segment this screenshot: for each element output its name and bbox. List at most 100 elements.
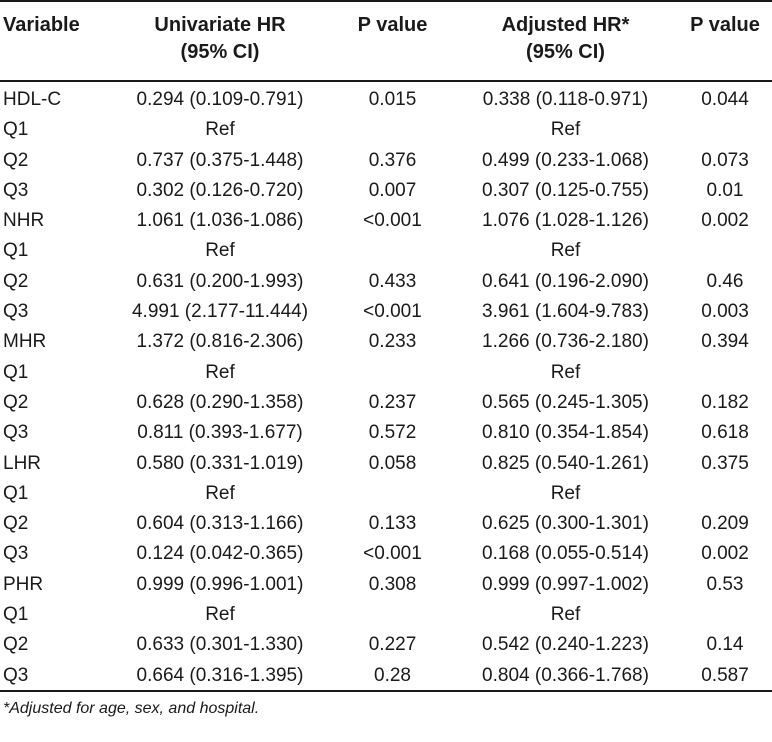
table-row: Q3 0.664 (0.316-1.395) 0.28 0.804 (0.366-1.…: [0, 661, 772, 691]
cell-p-value-univariate: 0.237: [368, 391, 417, 413]
table-row: MHR 1.372 (0.816-2.306) 0.233 1.266 (0.736-…: [0, 327, 772, 357]
table-row: LHR 0.580 (0.331-1.019) 0.058 0.825 (0.540-…: [0, 449, 772, 479]
cell-variable: HDL-C: [3, 89, 62, 110]
cell-univariate-hr: 0.302 (0.126-0.720): [136, 179, 304, 201]
cell-variable: MHR: [3, 331, 47, 353]
cell-p-value-univariate: 0.572: [368, 422, 417, 444]
cell-variable: Q1: [3, 482, 29, 504]
cell-adjusted-hr: Ref: [550, 604, 581, 626]
cell-univariate-hr: 0.737 (0.375-1.448): [136, 149, 304, 171]
table-row: HDL-C 0.294 (0.109-0.791) 0.015 0.338 (0.11…: [0, 85, 772, 115]
table-footnote: *Adjusted for age, sex, and hospital.: [3, 700, 260, 717]
cell-variable: Q2: [3, 149, 29, 171]
cell-variable: Q3: [3, 543, 29, 565]
cell-p-value-adjusted: 0.53: [706, 573, 744, 595]
cell-variable: PHR: [3, 573, 44, 595]
table-body: HDL-C 0.294 (0.109-0.791) 0.015 0.338 (0.11…: [0, 85, 772, 691]
cell-adjusted-hr: 0.168 (0.055-0.514): [482, 543, 649, 565]
header-bottom-rule: [0, 80, 772, 82]
cell-p-value-univariate: 0.28: [374, 664, 411, 686]
cell-adjusted-hr: 0.565 (0.245-1.305): [482, 391, 649, 413]
cell-variable: Q1: [3, 361, 29, 383]
cell-p-value-univariate: <0.001: [363, 543, 422, 565]
table-row: Q2 0.628 (0.290-1.358) 0.237 0.565 (0.245-1…: [0, 388, 772, 418]
cell-p-value-univariate: 0.308: [368, 573, 417, 595]
table-header: Variable Univariate HR (95% CI) P value …: [0, 12, 772, 74]
cell-univariate-hr: 0.628 (0.290-1.358): [136, 391, 304, 413]
table-row: Q3 0.302 (0.126-0.720) 0.007 0.307 (0.125-0…: [0, 176, 772, 206]
cell-adjusted-hr: 0.810 (0.354-1.854): [482, 422, 649, 444]
cell-variable: Q1: [3, 240, 29, 262]
cell-p-value-adjusted: 0.182: [701, 391, 749, 413]
cell-adjusted-hr: 0.804 (0.366-1.768): [482, 664, 649, 686]
cell-p-value-univariate: 0.133: [368, 513, 417, 535]
cell-variable: Q1: [3, 604, 29, 626]
cell-univariate-hr: 0.664 (0.316-1.395): [136, 664, 304, 686]
cell-variable: Q2: [3, 391, 29, 413]
cell-adjusted-hr: Ref: [550, 482, 581, 504]
cell-p-value-univariate: 0.058: [368, 452, 417, 474]
table-row: Q1 Ref Ref: [0, 358, 772, 388]
cell-p-value-univariate: <0.001: [363, 210, 422, 232]
cell-univariate-hr: 0.294 (0.109-0.791): [136, 89, 304, 110]
cell-univariate-hr: Ref: [205, 240, 235, 262]
cell-univariate-hr: Ref: [205, 361, 235, 383]
table-row: NHR 1.061 (1.036-1.086) <0.001 1.076 (1.028…: [0, 206, 772, 236]
table-top-rule: [0, 0, 772, 2]
cell-p-value-adjusted: 0.002: [701, 543, 749, 565]
cell-univariate-hr: 0.811 (0.393-1.677): [137, 422, 303, 444]
cell-p-value-adjusted: 0.46: [706, 270, 744, 292]
cell-variable: Q1: [3, 119, 29, 141]
cell-adjusted-hr: Ref: [550, 240, 581, 262]
cell-adjusted-hr: 0.542 (0.240-1.223): [482, 634, 649, 656]
cell-adjusted-hr: 0.641 (0.196-2.090): [482, 270, 649, 292]
cell-p-value-univariate: 0.233: [368, 331, 417, 353]
header-p-value-adjusted: P value: [690, 14, 760, 36]
cell-univariate-hr: 0.999 (0.996-1.001): [136, 573, 304, 595]
header-adjusted-hr: Adjusted HR* (95% CI): [501, 14, 630, 63]
cell-p-value-univariate: 0.227: [368, 634, 417, 656]
cell-univariate-hr: 1.061 (1.036-1.086): [136, 210, 304, 232]
cell-univariate-hr: Ref: [205, 604, 235, 626]
table-row: Q1 Ref Ref: [0, 236, 772, 266]
cell-variable: Q3: [3, 179, 29, 201]
cell-variable: Q2: [3, 513, 29, 535]
header-variable: Variable: [3, 14, 80, 36]
cell-adjusted-hr: 1.076 (1.028-1.126): [482, 210, 649, 232]
table-row: PHR 0.999 (0.996-1.001) 0.308 0.999 (0.997-…: [0, 570, 772, 600]
cell-p-value-adjusted: 0.003: [701, 301, 749, 323]
cell-p-value-univariate: 0.015: [368, 89, 417, 110]
cell-univariate-hr: Ref: [205, 119, 235, 141]
cell-adjusted-hr: 3.961 (1.604-9.783): [482, 301, 649, 323]
cell-adjusted-hr: 0.625 (0.300-1.301): [482, 513, 649, 535]
table-row: Q2 0.633 (0.301-1.330) 0.227 0.542 (0.240-1…: [0, 630, 772, 660]
cell-adjusted-hr: 0.307 (0.125-0.755): [482, 179, 649, 201]
cell-adjusted-hr: 0.338 (0.118-0.971): [482, 89, 649, 110]
cell-variable: Q2: [3, 270, 29, 292]
cell-univariate-hr: 0.604 (0.313-1.166): [136, 513, 304, 535]
cell-p-value-univariate: 0.007: [368, 179, 417, 201]
table-bottom-rule: [0, 690, 772, 692]
cell-p-value-adjusted: 0.002: [701, 210, 749, 232]
cell-p-value-univariate: 0.433: [368, 270, 417, 292]
cell-adjusted-hr: 0.999 (0.997-1.002): [482, 573, 649, 595]
cell-adjusted-hr: 1.266 (0.736-2.180): [482, 331, 649, 353]
table-row: Q3 0.124 (0.042-0.365) <0.001 0.168 (0.055-…: [0, 539, 772, 569]
cell-p-value-adjusted: 0.618: [701, 422, 749, 444]
cell-p-value-adjusted: 0.209: [701, 513, 749, 535]
cell-p-value-adjusted: 0.587: [701, 664, 749, 686]
table-row: Q1 Ref Ref: [0, 115, 772, 145]
table-row: Q2 0.737 (0.375-1.448) 0.376 0.499 (0.233-1…: [0, 146, 772, 176]
header-p-value-univariate: P value: [357, 14, 428, 36]
table-row: Q1 Ref Ref: [0, 600, 772, 630]
cell-variable: Q3: [3, 301, 29, 323]
cell-variable: NHR: [3, 210, 45, 232]
cell-univariate-hr: 1.372 (0.816-2.306): [136, 331, 304, 353]
cell-univariate-hr: 0.633 (0.301-1.330): [136, 634, 304, 656]
table-row: Q2 0.631 (0.200-1.993) 0.433 0.641 (0.196-2…: [0, 267, 772, 297]
header-univariate-hr: Univariate HR (95% CI): [154, 14, 286, 63]
cell-adjusted-hr: 0.499 (0.233-1.068): [482, 149, 649, 171]
cell-p-value-adjusted: 0.01: [706, 179, 744, 201]
cell-adjusted-hr: Ref: [550, 119, 581, 141]
cell-variable: Q2: [3, 634, 29, 656]
